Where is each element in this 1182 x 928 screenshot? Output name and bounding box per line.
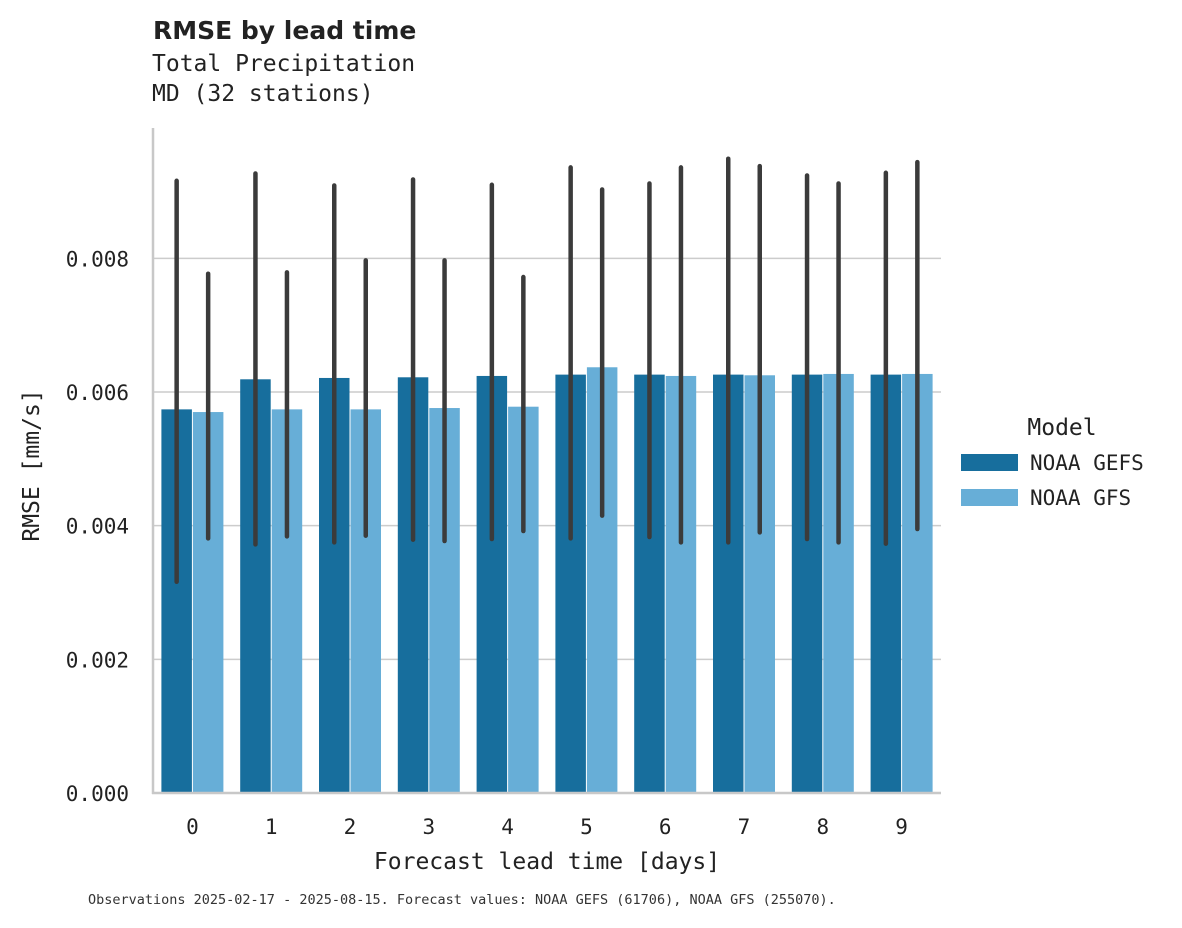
legend-swatch-gefs — [961, 454, 1018, 471]
chart-subtitle-region: MD (32 stations) — [152, 81, 374, 107]
x-tick-label-7: 7 — [738, 815, 751, 839]
x-tick-label-6: 6 — [659, 815, 672, 839]
x-tick-label-1: 1 — [265, 815, 278, 839]
error-bars — [174, 156, 920, 585]
legend-swatch-gfs — [961, 489, 1018, 506]
y-tick-label-4: 0.008 — [66, 247, 129, 271]
y-tick-label-3: 0.006 — [66, 381, 129, 405]
x-tick-label-9: 9 — [895, 815, 908, 839]
legend: Model NOAA GEFS NOAA GFS — [961, 415, 1144, 510]
y-axis-label: RMSE [mm/s] — [19, 389, 45, 541]
y-gridlines — [153, 257, 941, 661]
legend-title: Model — [1027, 415, 1096, 441]
chart-title: RMSE by lead time — [153, 16, 417, 45]
x-axis-label: Forecast lead time [days] — [374, 849, 720, 875]
y-tick-label-0: 0.000 — [66, 782, 129, 806]
legend-label-gefs: NOAA GEFS — [1030, 451, 1144, 475]
x-tick-label-0: 0 — [186, 815, 199, 839]
axes — [151, 128, 941, 795]
legend-label-gfs: NOAA GFS — [1030, 486, 1131, 510]
x-tick-labels: 0 1 2 3 4 5 6 7 8 9 — [186, 815, 908, 839]
x-tick-label-8: 8 — [816, 815, 829, 839]
bars — [161, 367, 933, 793]
y-tick-label-2: 0.004 — [66, 515, 129, 539]
chart-subtitle-variable: Total Precipitation — [152, 51, 416, 77]
footnote: Observations 2025-02-17 - 2025-08-15. Fo… — [88, 892, 836, 908]
x-tick-label-4: 4 — [501, 815, 514, 839]
y-tick-label-1: 0.002 — [66, 648, 129, 672]
y-tick-labels: 0.000 0.002 0.004 0.006 0.008 — [66, 247, 129, 806]
x-tick-label-2: 2 — [344, 815, 357, 839]
x-tick-label-3: 3 — [422, 815, 435, 839]
x-tick-label-5: 5 — [580, 815, 593, 839]
